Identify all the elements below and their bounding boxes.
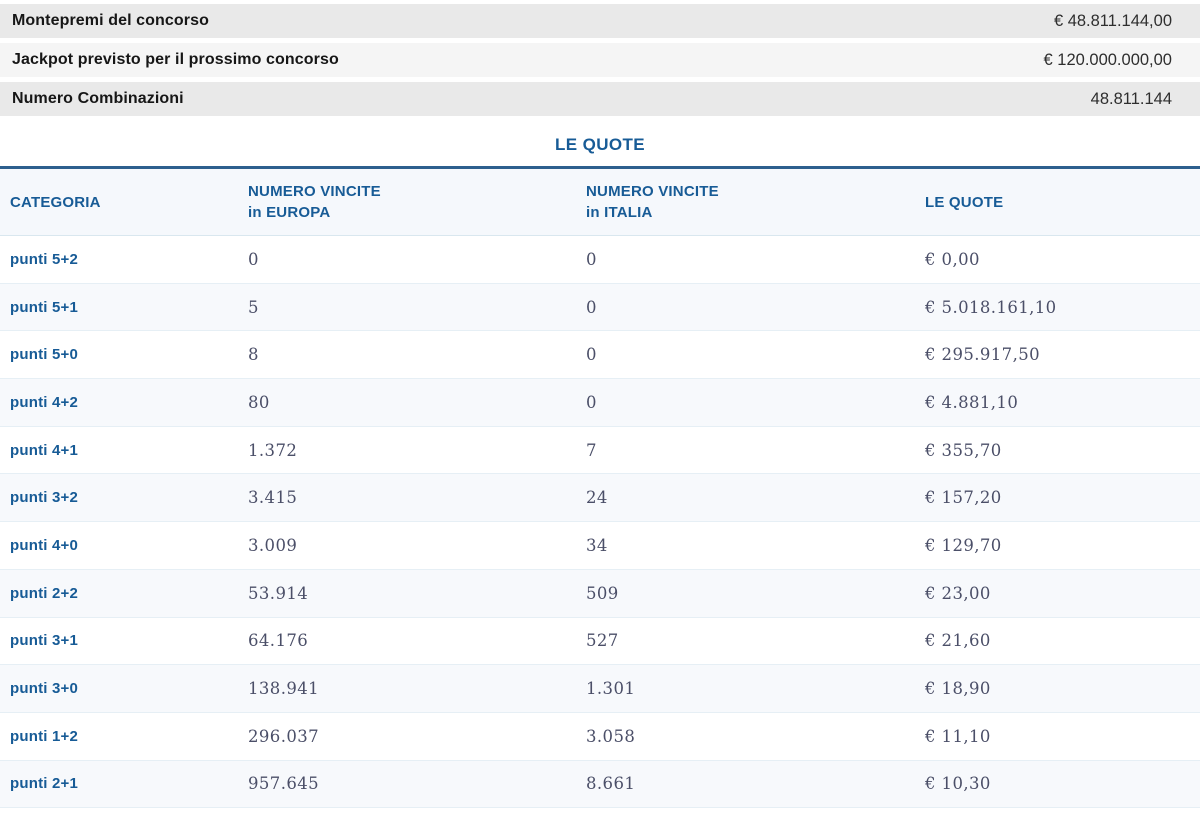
quote-table-row: punti 1+2 296.037 3.058 € 11,10: [0, 713, 1200, 761]
jackpot-value: € 120.000.000,00: [1043, 50, 1172, 69]
quota-cell: € 18,90: [925, 679, 991, 699]
column-header-label: LE QUOTE: [925, 193, 1004, 211]
categoria-cell: punti 2+2: [10, 584, 79, 602]
vincite-italia-cell: 527: [586, 631, 619, 651]
vincite-europa-cell: 1.372: [248, 440, 298, 460]
quota-cell: € 295.917,50: [925, 345, 1041, 365]
categoria-cell: punti 2+1: [10, 775, 79, 793]
vincite-italia-cell: 0: [586, 392, 597, 412]
categoria-cell: punti 5+2: [10, 250, 79, 268]
quota-cell: € 0,00: [925, 249, 980, 269]
quote-table-row: punti 2+2 53.914 509 € 23,00: [0, 569, 1200, 618]
categoria-cell: punti 1+2: [10, 727, 79, 745]
montepremi-label: Montepremi del concorso: [12, 12, 209, 29]
categoria-cell: punti 3+0: [10, 680, 79, 698]
quota-cell: € 10,30: [925, 774, 991, 794]
quote-table-row: punti 4+2 80 0 € 4.881,10: [0, 379, 1200, 427]
title-rule-divider: [0, 166, 1200, 169]
quota-cell: € 4.881,10: [925, 392, 1019, 412]
vincite-italia-cell: 0: [586, 297, 597, 317]
quote-table-row: punti 5+1 5 0 € 5.018.161,10: [0, 283, 1200, 332]
quote-table-row: punti 3+2 3.415 24 € 157,20: [0, 474, 1200, 523]
column-header-label: CATEGORIA: [10, 193, 101, 211]
vincite-europa-cell: 8: [248, 345, 259, 365]
vincite-italia-cell: 509: [586, 583, 619, 603]
quote-table-row: punti 3+0 138.941 1.301 € 18,90: [0, 665, 1200, 713]
jackpot-label: Jackpot previsto per il prossimo concors…: [12, 51, 339, 68]
vincite-italia-cell: 7: [586, 440, 597, 460]
quota-cell: € 157,20: [925, 488, 1002, 508]
column-header-categoria: CATEGORIA: [10, 192, 248, 213]
categoria-cell: punti 3+1: [10, 632, 79, 650]
categoria-cell: punti 4+1: [10, 441, 79, 459]
quote-table-row: punti 5+0 8 0 € 295.917,50: [0, 331, 1200, 380]
section-title: LE QUOTE: [554, 135, 646, 154]
vincite-europa-cell: 5: [248, 297, 259, 317]
vincite-europa-cell: 0: [248, 249, 259, 269]
column-header-vincite-italia: NUMERO VINCITE in ITALIA: [586, 181, 925, 223]
quota-cell: € 355,70: [925, 440, 1002, 460]
vincite-europa-cell: 3.415: [248, 488, 298, 508]
column-header-label: NUMERO VINCITE: [248, 183, 381, 200]
categoria-cell: punti 5+0: [10, 346, 79, 364]
vincite-europa-cell: 80: [248, 392, 270, 412]
column-header-subline: in EUROPA: [248, 204, 331, 221]
vincite-italia-cell: 24: [586, 488, 608, 508]
vincite-italia-cell: 0: [586, 249, 597, 269]
quota-cell: € 21,60: [925, 631, 991, 651]
quote-table-row: punti 5+2 0 0 € 0,00: [0, 236, 1200, 284]
quote-table-header: CATEGORIA NUMERO VINCITE in EUROPA NUMER…: [0, 169, 1200, 236]
combinazioni-value: 48.811.144: [1090, 89, 1172, 108]
combinazioni-label: Numero Combinazioni: [12, 90, 184, 107]
column-header-vincite-europa: NUMERO VINCITE in EUROPA: [248, 181, 586, 223]
quote-table-row: punti 4+0 3.009 34 € 129,70: [0, 522, 1200, 570]
categoria-cell: punti 5+1: [10, 298, 79, 316]
quota-cell: € 5.018.161,10: [925, 297, 1057, 317]
vincite-europa-cell: 957.645: [248, 774, 320, 794]
vincite-italia-cell: 34: [586, 535, 608, 555]
column-header-subline: in ITALIA: [586, 204, 653, 221]
quota-cell: € 23,00: [925, 583, 991, 603]
quota-cell: € 129,70: [925, 535, 1002, 555]
column-header-quote: LE QUOTE: [925, 192, 1190, 213]
quote-table-row: punti 3+1 64.176 527 € 21,60: [0, 618, 1200, 666]
quota-cell: € 11,10: [925, 726, 991, 746]
quote-table-body: punti 5+2 0 0 € 0,00 punti 5+1 5 0 € 5.0…: [0, 236, 1200, 809]
summary-row-montepremi: Montepremi del concorso € 48.811.144,00: [0, 4, 1200, 38]
summary-row-jackpot: Jackpot previsto per il prossimo concors…: [0, 43, 1200, 77]
summary-panel: Montepremi del concorso € 48.811.144,00 …: [0, 0, 1200, 116]
vincite-europa-cell: 138.941: [248, 679, 320, 699]
vincite-europa-cell: 64.176: [248, 631, 309, 651]
vincite-europa-cell: 53.914: [248, 583, 309, 603]
categoria-cell: punti 4+0: [10, 536, 79, 554]
quote-table-row: punti 2+1 957.645 8.661 € 10,30: [0, 760, 1200, 809]
vincite-italia-cell: 8.661: [586, 774, 636, 794]
vincite-europa-cell: 3.009: [248, 535, 298, 555]
montepremi-value: € 48.811.144,00: [1053, 11, 1172, 30]
vincite-italia-cell: 3.058: [586, 726, 636, 746]
summary-row-combinazioni: Numero Combinazioni 48.811.144: [0, 82, 1200, 116]
column-header-label: NUMERO VINCITE: [586, 183, 719, 200]
categoria-cell: punti 4+2: [10, 393, 79, 411]
categoria-cell: punti 3+2: [10, 489, 79, 507]
vincite-italia-cell: 0: [586, 345, 597, 365]
vincite-italia-cell: 1.301: [586, 679, 636, 699]
vincite-europa-cell: 296.037: [248, 726, 320, 746]
quote-table-row: punti 4+1 1.372 7 € 355,70: [0, 427, 1200, 475]
